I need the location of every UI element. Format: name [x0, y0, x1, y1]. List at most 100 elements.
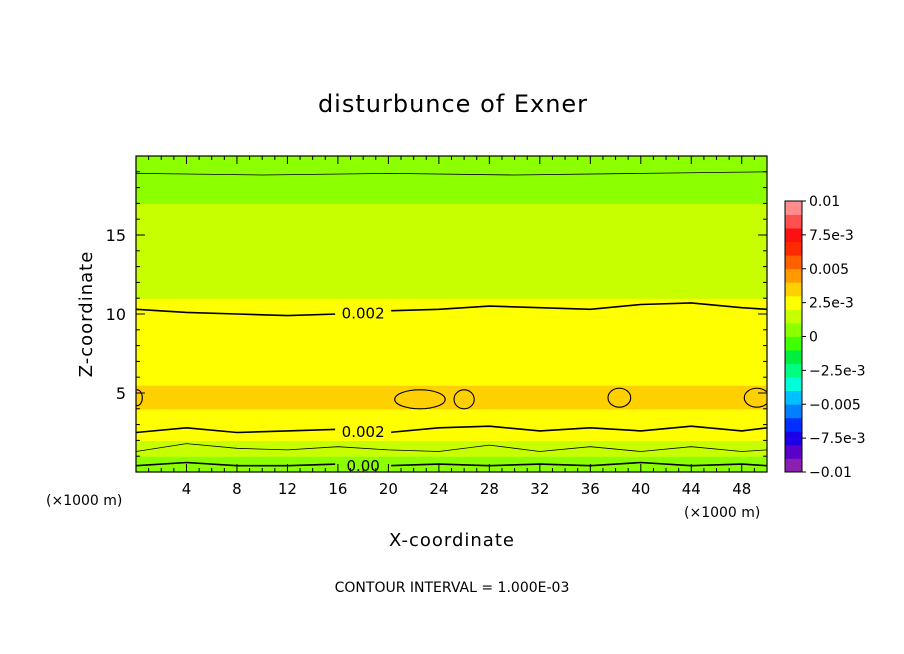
y-axis-label: Z-coordinate — [76, 251, 97, 378]
shaded-band — [136, 187, 767, 204]
shaded-band — [136, 400, 767, 410]
shaded-band — [136, 235, 767, 252]
contour-lines — [136, 171, 767, 472]
shaded-band — [136, 329, 767, 347]
contour-line — [136, 461, 767, 467]
x-tick-label: 12 — [278, 480, 297, 498]
shaded-band — [136, 369, 767, 378]
colorbar-swatch — [785, 241, 802, 256]
colorbar-label: −2.5e-3 — [809, 363, 866, 379]
contour-label: 0.002 — [342, 423, 385, 441]
shaded-band — [136, 298, 767, 315]
colorbar-swatch — [785, 268, 802, 283]
shaded-band — [136, 282, 767, 299]
colorbar-swatch — [785, 350, 802, 364]
closed-contour — [394, 389, 446, 410]
contour-line — [136, 171, 767, 176]
colorbar-swatch — [785, 255, 802, 270]
shaded-band — [136, 314, 767, 331]
shaded-band — [136, 266, 767, 283]
shaded-band — [136, 416, 767, 426]
x-unit-right: (×1000 m) — [684, 505, 760, 521]
y-axis-ticks: 5 10 15 — [106, 171, 767, 457]
x-tick-label: 8 — [232, 480, 242, 498]
x-axis-label: X-coordinate — [389, 530, 515, 551]
shaded-band — [136, 432, 767, 441]
contour-line — [136, 443, 767, 452]
shaded-band — [136, 393, 767, 402]
shaded-band — [136, 219, 767, 228]
shaded-band — [136, 156, 767, 173]
contour-label: 0.00 — [346, 457, 379, 475]
contour-labels: 0.00 0.002 0.002 — [342, 304, 385, 474]
colorbar-swatch — [785, 214, 802, 229]
colorbar-swatch — [785, 458, 802, 473]
shaded-bands — [136, 156, 767, 472]
shaded-band — [136, 377, 767, 386]
closed-contour — [136, 389, 143, 407]
shaded-band — [136, 361, 767, 370]
y-tick-label: 5 — [116, 384, 126, 403]
x-tick-label: 36 — [581, 480, 600, 498]
contour-line — [136, 425, 767, 434]
colorbar-label: −0.005 — [809, 397, 861, 413]
y-tick-label: 10 — [106, 305, 126, 324]
shaded-band — [136, 456, 767, 464]
x-tick-label: 20 — [379, 480, 398, 498]
colorbar-swatch — [785, 336, 802, 351]
contour-label-bg — [335, 422, 392, 439]
x-axis-ticks: 4 8 12 16 20 24 28 32 36 40 44 48 — [148, 156, 755, 498]
colorbar-swatch — [785, 444, 802, 459]
x-tick-label: 32 — [530, 480, 549, 498]
closed-contour — [607, 387, 632, 408]
colorbar-label: 0.005 — [809, 262, 849, 278]
y-tick-label: 15 — [106, 226, 126, 245]
colorbar-label: 2.5e-3 — [809, 296, 854, 312]
colorbar-label: 0 — [809, 330, 818, 346]
contour-label: 0.002 — [342, 304, 385, 322]
colorbar-swatch — [785, 322, 802, 337]
shaded-band — [136, 227, 767, 236]
x-tick-label: 48 — [732, 480, 751, 498]
shaded-band — [136, 171, 767, 189]
x-tick-label: 16 — [328, 480, 347, 498]
shaded-band — [136, 250, 767, 268]
chart-title: disturbunce of Exner — [318, 90, 588, 118]
colorbar-swatch — [785, 363, 802, 378]
shaded-band — [136, 385, 767, 394]
colorbar-swatch — [785, 295, 802, 310]
shaded-band — [136, 345, 767, 362]
colorbar-label: 7.5e-3 — [809, 228, 854, 244]
x-tick-label: 28 — [480, 480, 499, 498]
shaded-band — [136, 424, 767, 434]
colorbar-swatch — [785, 201, 802, 215]
colorbar-swatch — [785, 228, 802, 243]
x-tick-label: 44 — [682, 480, 701, 498]
contour-interval-note: CONTOUR INTERVAL = 1.000E-03 — [335, 580, 570, 596]
colorbar-swatch — [785, 404, 802, 419]
colorbar-swatch — [785, 309, 802, 324]
closed-contour — [743, 387, 767, 408]
x-tick-label: 40 — [631, 480, 650, 498]
shaded-band — [136, 408, 767, 418]
x-unit-left: (×1000 m) — [46, 493, 122, 509]
closed-contour — [453, 389, 475, 410]
contour-line — [136, 302, 767, 317]
shaded-band — [136, 440, 767, 449]
colorbar-swatch — [785, 282, 802, 297]
x-tick-label: 4 — [182, 480, 192, 498]
contour-label-bg — [335, 304, 392, 321]
colorbar-swatch — [785, 390, 802, 405]
shaded-band — [136, 203, 767, 220]
colorbar-swatch — [785, 431, 802, 446]
colorbar: 0.01 7.5e-3 0.005 2.5e-3 0 −2.5e-3 −0.005 −7.5e… — [784, 194, 866, 481]
contour-label-bg — [335, 456, 392, 472]
colorbar-swatch — [785, 417, 802, 432]
colorbar-label: 0.01 — [809, 194, 840, 210]
x-tick-label: 24 — [429, 480, 448, 498]
colorbar-swatch — [785, 377, 802, 392]
colorbar-label: −7.5e-3 — [809, 431, 866, 447]
colorbar-label: −0.01 — [809, 465, 852, 481]
